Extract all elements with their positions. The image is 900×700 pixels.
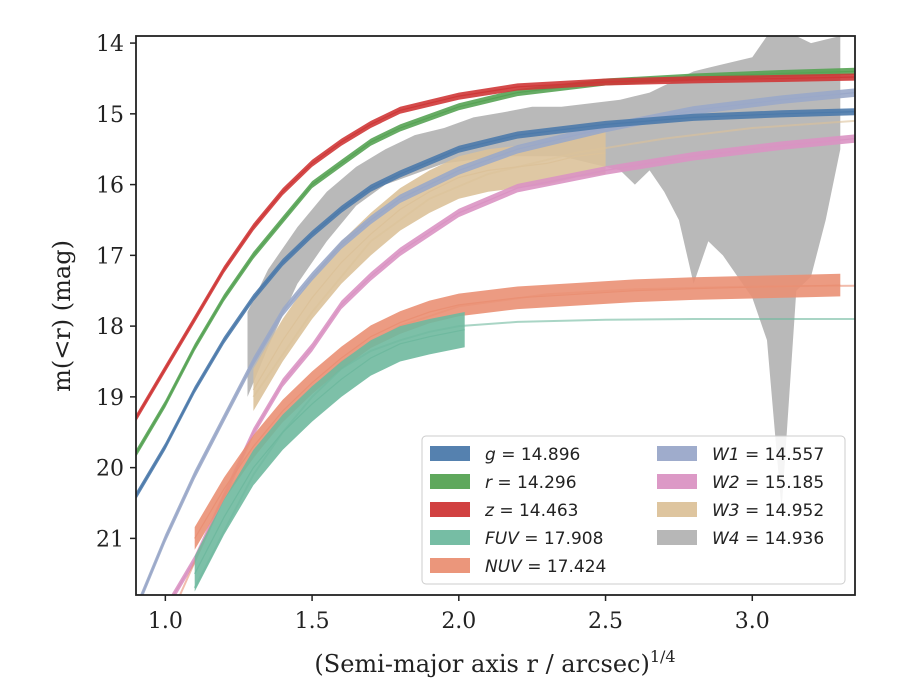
legend-swatch-g	[430, 446, 470, 461]
legend-label-w1: W1 = 14.557	[712, 445, 824, 465]
series-fuv-line	[194, 329, 465, 575]
legend-label-nuv: NUV = 17.424	[485, 557, 606, 577]
y-tick-label: 21	[96, 527, 124, 552]
series-nuv-line	[194, 284, 841, 539]
series-fuv-band	[194, 312, 465, 592]
plot-layer	[136, 36, 855, 595]
legend-label-z: z = 14.463	[484, 501, 578, 521]
legend-swatch-z	[430, 502, 470, 517]
x-tick-label: 1.0	[148, 609, 183, 634]
legend-label-r: r = 14.296	[485, 473, 577, 493]
legend-label-w2: W2 = 15.185	[712, 473, 824, 493]
legend-label-g: g = 14.896	[485, 445, 580, 465]
legend-swatch-nuv	[430, 558, 470, 573]
y-tick-label: 16	[96, 174, 124, 199]
x-tick-label: 1.5	[295, 609, 330, 634]
legend-swatch-w4	[657, 530, 697, 545]
x-axis-title: (Semi-major axis r / arcsec)1/4	[314, 647, 675, 678]
legend-swatch-r	[430, 474, 470, 489]
legend-label-w4: W4 = 14.936	[712, 529, 824, 549]
series-nuv-band	[194, 273, 841, 550]
plot-frame	[135, 35, 856, 596]
x-tick-label: 2.5	[588, 609, 623, 634]
x-axis-title-text: (Semi-major axis r / arcsec)	[314, 650, 649, 678]
y-tick-label: 14	[96, 32, 124, 57]
legend-swatch-w3	[657, 502, 697, 517]
x-tick-label: 3.0	[735, 609, 770, 634]
x-tick-label: 2.0	[441, 609, 476, 634]
y-tick-label: 17	[96, 244, 124, 269]
legend-swatch-w2	[657, 474, 697, 489]
x-axis-title-exponent: 1/4	[650, 647, 676, 666]
y-axis-title: m(<r) (mag)	[48, 240, 76, 392]
legend-swatch-fuv	[430, 530, 470, 545]
legend-label-fuv: FUV = 17.908	[485, 529, 603, 549]
ticks-layer: 1.0 1.5 2.0 2.5 3.0 14 15 16 17 18 19 20 21	[96, 32, 770, 634]
y-tick-label: 20	[96, 457, 124, 482]
legend-label-w3: W3 = 14.952	[712, 501, 824, 521]
legend: g = 14.896 r = 14.296 z = 14.463 FUV = 17.9…	[421, 435, 846, 585]
y-tick-label: 18	[96, 315, 124, 340]
legend-swatch-w1	[657, 446, 697, 461]
series-z-line	[136, 76, 855, 419]
y-tick-label: 19	[96, 386, 124, 411]
legend-frame	[421, 435, 846, 585]
series-g-line	[136, 111, 855, 497]
series-w3-line	[252, 152, 606, 391]
y-tick-label: 15	[96, 103, 124, 128]
